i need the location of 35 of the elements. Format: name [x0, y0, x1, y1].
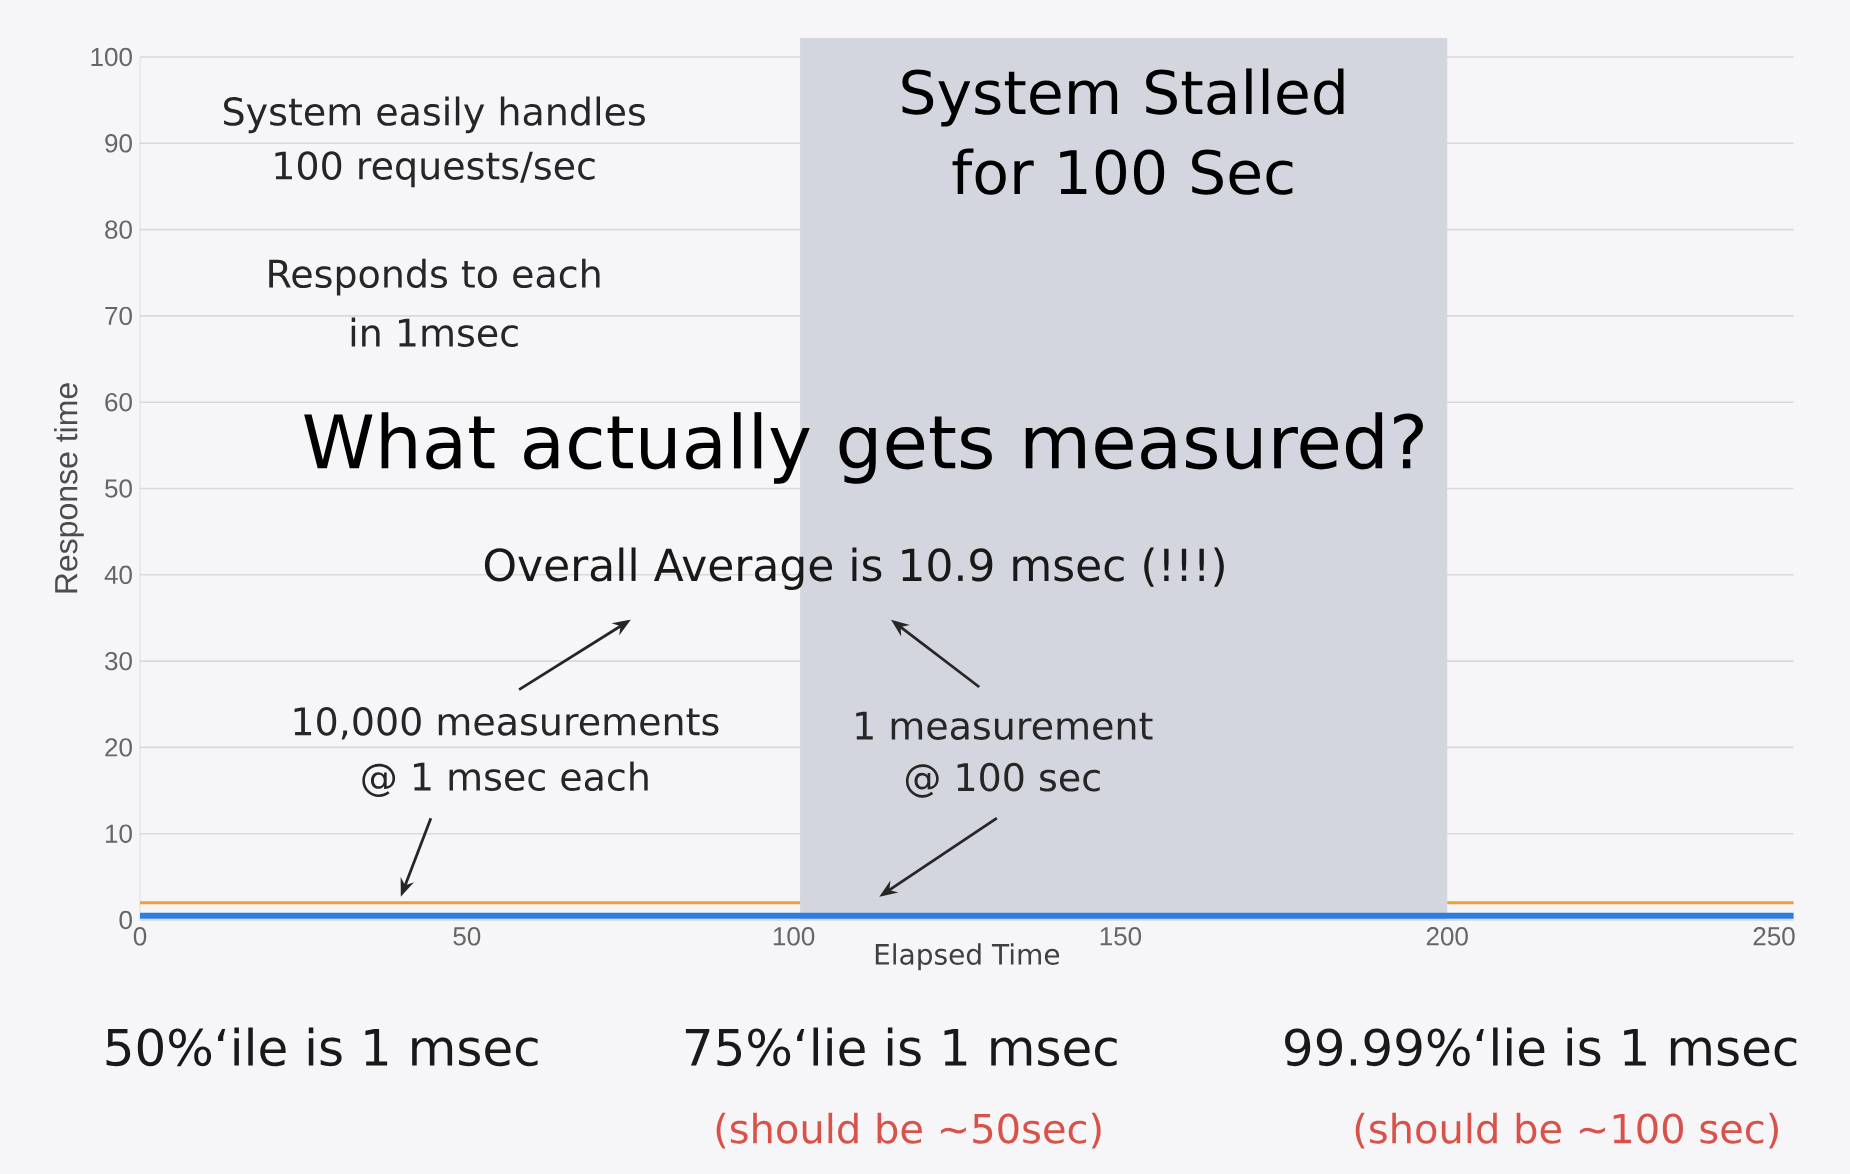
x-tick-label: 250 — [1753, 927, 1795, 946]
y-tick-label: 100 — [91, 47, 132, 67]
y-axis-title: Response time — [54, 383, 84, 593]
text: What actually gets measured? — [304, 412, 1423, 484]
y-tick-label: 10 — [106, 824, 132, 843]
y-tick-label: 40 — [104, 565, 132, 585]
y-tick-label: 70 — [105, 306, 132, 326]
text: 99.99%‘lie is 1 msec — [1285, 1027, 1797, 1067]
y-tick-label: 50 — [105, 479, 132, 498]
annotation: Overall Average is 10.9 msec (!!!) — [484, 547, 1224, 591]
text: (should be ~100 sec) — [1355, 1112, 1778, 1149]
annotation: System easily handles — [224, 96, 645, 134]
annotation: 100 requests/sec — [275, 151, 595, 188]
x-axis-title: Elapsed Time — [875, 943, 1060, 971]
annotation: 1 measurement — [856, 711, 1153, 740]
annotation: @ 100 sec — [905, 762, 1100, 798]
y-tick-label: 90 — [105, 134, 132, 153]
x-tick-label: 100 — [773, 927, 815, 946]
y-tick-label: 20 — [105, 738, 132, 757]
annotation: in 1msec — [351, 317, 518, 348]
band-label: System Stalled for 100 Sec — [902, 68, 1344, 195]
y-tick-label: 60 — [105, 393, 132, 412]
x-tick-label: 50 — [453, 927, 481, 946]
text: 75%‘lie is 1 msec — [685, 1027, 1117, 1067]
x-tick-label: 0 — [133, 927, 147, 946]
y-tick-label: 80 — [105, 220, 132, 239]
text: 50%‘ile is 1 msec — [106, 1027, 538, 1067]
annotation: Responds to each — [269, 258, 600, 296]
x-tick-label: 200 — [1426, 927, 1468, 946]
x-tick-label: 150 — [1100, 927, 1142, 946]
y-tick-label: 0 — [119, 910, 132, 930]
annotation: @ 1 msec each — [362, 761, 648, 798]
text: (should be ~50sec) — [716, 1112, 1101, 1149]
annotation: 10,000 measurements — [294, 706, 719, 740]
y-tick-label: 30 — [105, 651, 132, 671]
